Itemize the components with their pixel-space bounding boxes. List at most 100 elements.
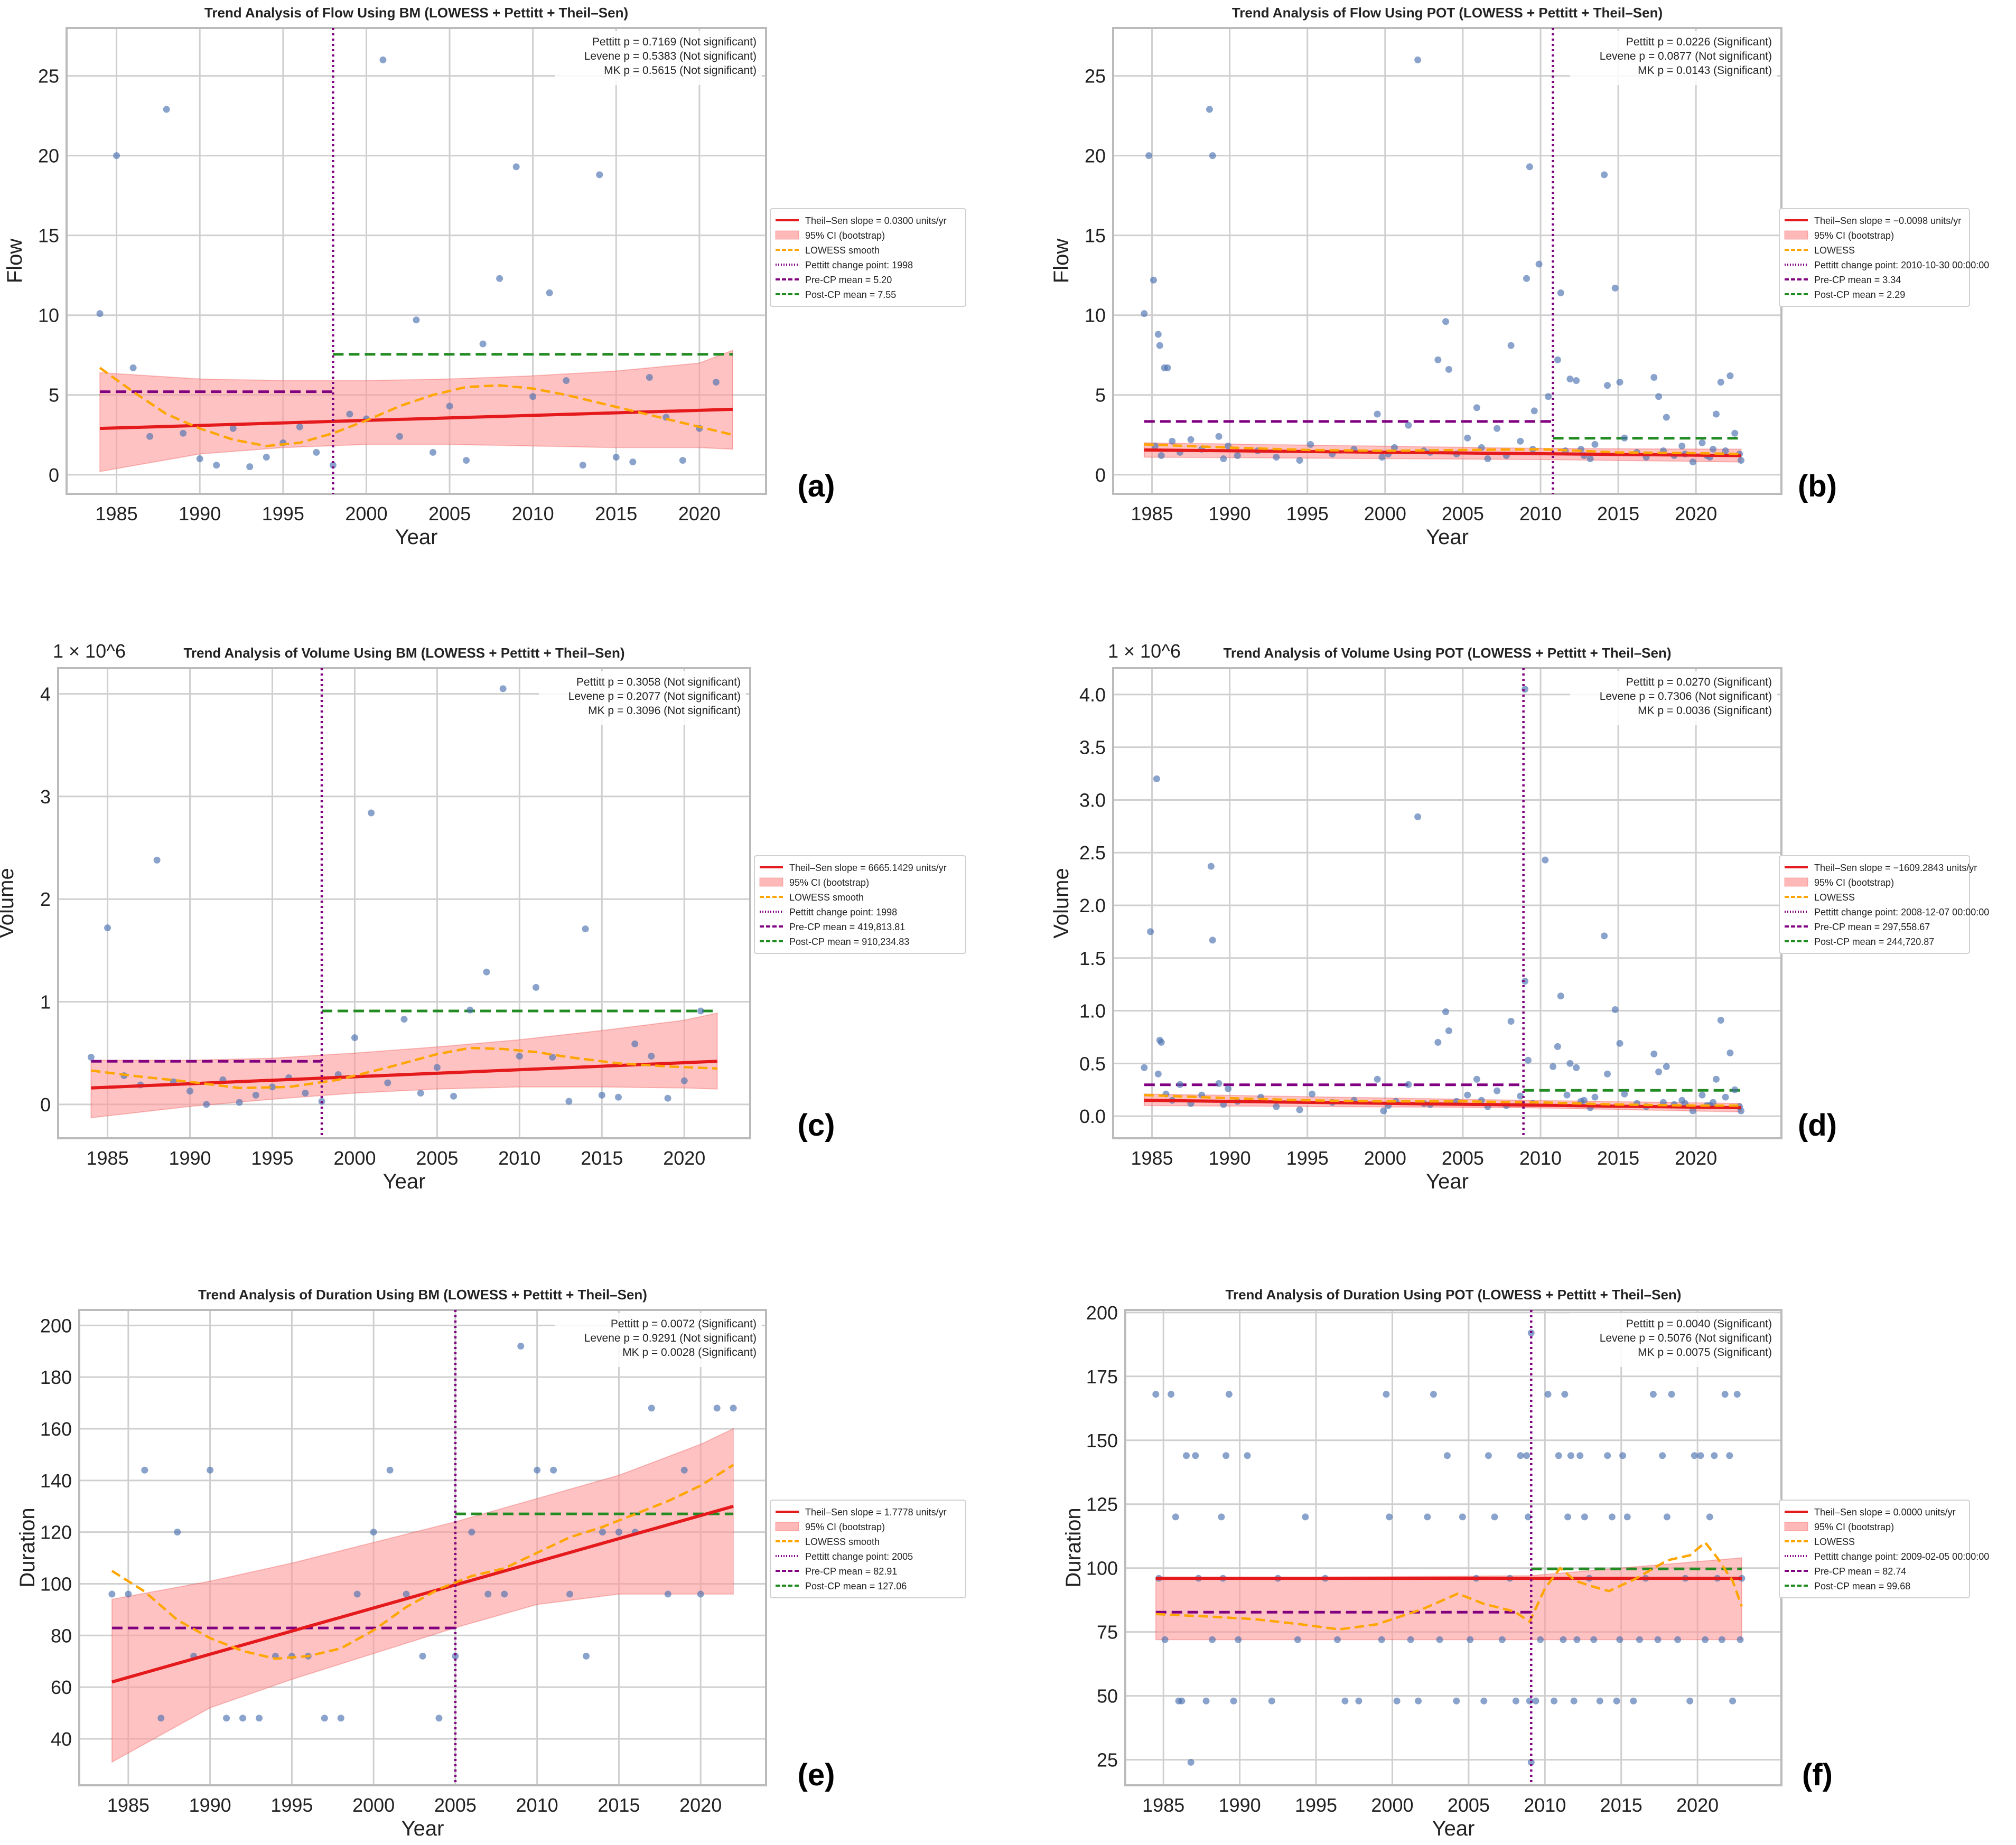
data-point (697, 1007, 704, 1015)
y-axis-label: Flow (3, 239, 26, 284)
stats-line: Pettitt p = 0.0226 (Significant) (1626, 36, 1772, 48)
data-point (648, 1053, 655, 1060)
x-tick-label: 1990 (1209, 1147, 1251, 1169)
data-point (1333, 1636, 1341, 1643)
data-point (313, 448, 320, 456)
x-tick-label: 2000 (1371, 1794, 1413, 1816)
data-point (386, 1466, 394, 1474)
y-tick-label: 15 (1085, 225, 1106, 247)
data-point (1480, 1697, 1488, 1704)
data-point (125, 1590, 132, 1598)
data-point (1649, 1391, 1657, 1398)
data-point (1473, 404, 1480, 411)
legend-label: Post-CP mean = 99.68 (1814, 1581, 1910, 1591)
legend-label: Post-CP mean = 910,234.83 (789, 936, 909, 947)
data-point (563, 377, 570, 385)
x-tick-label: 2010 (1519, 1147, 1562, 1169)
data-point (1414, 56, 1422, 63)
data-point (430, 448, 437, 456)
data-point (450, 1092, 458, 1100)
y-tick-label: 1.5 (1079, 948, 1106, 969)
legend-label: LOWESS (1814, 1537, 1855, 1547)
data-point (1485, 1452, 1492, 1459)
y-tick-label: 40 (51, 1728, 72, 1750)
data-point (1147, 928, 1154, 935)
data-point (614, 1093, 622, 1101)
data-point (1235, 1636, 1242, 1643)
x-tick-label: 2020 (1675, 503, 1717, 525)
data-point (1561, 1391, 1569, 1398)
legend-swatch (775, 1522, 799, 1531)
data-point (1663, 1513, 1670, 1521)
data-point (629, 458, 637, 466)
y-tick-label: 180 (40, 1366, 72, 1388)
data-point (239, 1715, 247, 1722)
data-point (1498, 1636, 1506, 1643)
stats-line: MK p = 0.0143 (Significant) (1638, 64, 1772, 77)
data-point (1586, 455, 1594, 463)
data-point (1711, 1452, 1718, 1459)
chart-title: Trend Analysis of Volume Using POT (LOWE… (1223, 645, 1671, 661)
data-point (1177, 1081, 1183, 1088)
panel-label: (c) (798, 1108, 835, 1142)
data-point (484, 1590, 492, 1598)
data-point (463, 457, 470, 464)
data-point (1542, 856, 1549, 864)
y-axis-label: Volume (1050, 868, 1073, 938)
x-tick-label: 1990 (1219, 1794, 1261, 1816)
data-point (1445, 366, 1452, 373)
data-point (1560, 1636, 1567, 1643)
y-axis-label: Duration (16, 1507, 39, 1587)
legend: Theil–Sen slope = 0.0300 units/yr 95% CI … (770, 208, 966, 307)
data-point (1591, 1093, 1599, 1101)
legend: Theil–Sen slope = −1609.2843 units/yr 95%… (1779, 855, 1989, 954)
data-point (196, 455, 203, 463)
data-point (413, 316, 420, 324)
data-point (207, 1466, 214, 1474)
data-point (1532, 1697, 1539, 1704)
data-point (1738, 457, 1745, 464)
data-point (268, 1083, 276, 1091)
legend: Theil–Sen slope = 1.7778 units/yr 95% CI … (770, 1500, 966, 1598)
legend-frame (770, 1500, 966, 1598)
data-point (1517, 437, 1524, 445)
legend-swatch (1784, 1522, 1808, 1531)
data-point (1596, 1697, 1603, 1704)
data-point (1555, 1452, 1562, 1459)
data-point (368, 809, 375, 817)
data-point (223, 1715, 230, 1722)
y-tick-label: 0 (49, 464, 59, 486)
x-tick-label: 2015 (598, 1794, 640, 1816)
data-point (263, 454, 270, 461)
stats-line: Levene p = 0.9291 (Not significant) (584, 1332, 757, 1344)
data-point (203, 1101, 210, 1108)
data-point (1564, 1513, 1572, 1521)
data-point (1380, 1107, 1387, 1115)
data-point (1570, 1697, 1578, 1704)
x-tick-label: 1985 (87, 1147, 129, 1169)
panel-f: 1985 1990 1995 2000 2005 2010 2015 2020 25 50 75 10… (1062, 1287, 1989, 1840)
x-tick-label: 1985 (1131, 1147, 1173, 1169)
legend-frame (1779, 855, 1970, 954)
x-tick-label: 2015 (595, 503, 637, 525)
data-point (1601, 171, 1608, 179)
chart-title: Trend Analysis of Duration Using BM (LOW… (198, 1287, 647, 1303)
data-point (1726, 372, 1734, 379)
data-point (1222, 1452, 1230, 1459)
data-point (534, 1466, 541, 1474)
y-tick-label: 125 (1086, 1494, 1118, 1515)
panel-e: 1985 1990 1995 2000 2005 2010 2015 2020 40 60 80 10… (16, 1287, 966, 1840)
x-axis-label: Year (1426, 1170, 1469, 1193)
data-point (1209, 936, 1216, 944)
x-tick-label: 2005 (1442, 503, 1484, 525)
legend-label: 95% CI (bootstrap) (789, 877, 869, 888)
data-point (1630, 1697, 1637, 1704)
y-tick-label: 25 (1085, 65, 1106, 87)
x-tick-label: 1995 (251, 1147, 293, 1169)
lowess-curve (99, 367, 733, 447)
legend-label: Theil–Sen slope = −0.0098 units/yr (1814, 216, 1961, 226)
data-point (236, 1099, 243, 1106)
data-point (1172, 1513, 1179, 1521)
data-point (1225, 1391, 1233, 1398)
legend-label: LOWESS smooth (805, 245, 880, 256)
